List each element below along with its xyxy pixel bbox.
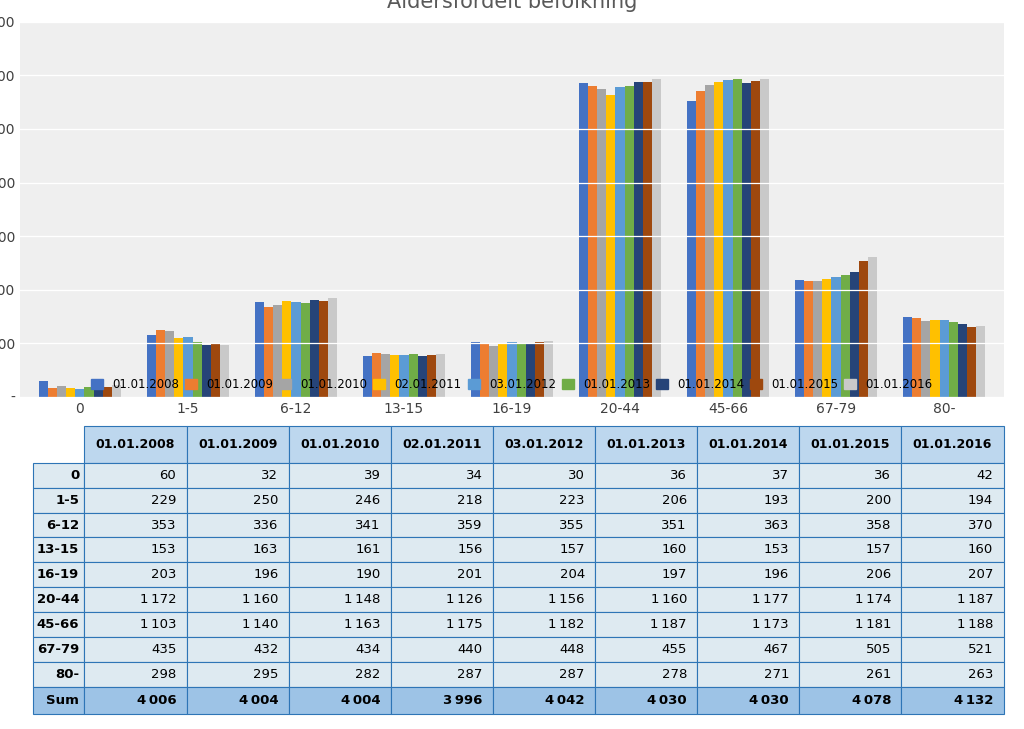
Bar	[211, 343, 220, 397]
Bar	[696, 91, 706, 397]
Bar	[859, 262, 868, 397]
Bar	[471, 343, 480, 397]
Bar	[831, 277, 841, 397]
Bar	[255, 303, 264, 397]
Bar	[732, 79, 741, 397]
Bar	[381, 354, 390, 397]
Bar	[903, 317, 912, 397]
Bar	[912, 318, 922, 397]
Bar	[516, 344, 525, 397]
Bar	[328, 297, 337, 397]
Bar	[606, 95, 615, 397]
Bar	[957, 324, 967, 397]
Bar	[39, 381, 48, 397]
Bar	[399, 355, 409, 397]
Bar	[922, 321, 931, 397]
Bar	[156, 330, 165, 397]
Bar	[112, 386, 121, 397]
Bar	[85, 387, 93, 397]
Bar	[362, 356, 372, 397]
Bar	[715, 82, 724, 397]
Bar	[588, 86, 597, 397]
Bar	[706, 85, 715, 397]
Bar	[93, 387, 102, 397]
Bar	[499, 343, 508, 397]
Bar	[436, 354, 445, 397]
Bar	[822, 279, 831, 397]
Bar	[724, 80, 732, 397]
Bar	[625, 86, 634, 397]
Bar	[741, 82, 751, 397]
Bar	[652, 79, 662, 397]
Bar	[102, 387, 112, 397]
Bar	[813, 281, 822, 397]
Bar	[948, 322, 957, 397]
Bar	[57, 386, 67, 397]
Bar	[273, 305, 283, 397]
Title: Aldersfordelt befolkning: Aldersfordelt befolkning	[387, 0, 637, 12]
Bar	[220, 345, 229, 397]
Bar	[795, 280, 804, 397]
Bar	[292, 302, 300, 397]
Bar	[76, 389, 85, 397]
Bar	[300, 303, 309, 397]
Bar	[372, 353, 381, 397]
Bar	[283, 300, 292, 397]
Bar	[489, 346, 499, 397]
Bar	[760, 79, 769, 397]
Bar	[579, 83, 588, 397]
Legend: 01.01.2008, 01.01.2009, 01.01.2010, 02.01.2011, 03.01.2012, 01.01.2013, 01.01.20: 01.01.2008, 01.01.2009, 01.01.2010, 02.0…	[91, 378, 933, 391]
Bar	[841, 275, 850, 397]
Bar	[643, 82, 652, 397]
Bar	[804, 281, 813, 397]
Bar	[409, 354, 418, 397]
Bar	[193, 342, 202, 397]
Bar	[480, 344, 489, 397]
Bar	[931, 320, 939, 397]
Bar	[183, 337, 193, 397]
Bar	[751, 80, 760, 397]
Bar	[418, 356, 427, 397]
Bar	[174, 338, 183, 397]
Bar	[615, 87, 625, 397]
Bar	[597, 90, 606, 397]
Bar	[146, 335, 156, 397]
Bar	[967, 327, 976, 397]
Bar	[634, 82, 643, 397]
Bar	[508, 342, 516, 397]
Bar	[535, 342, 544, 397]
Bar	[67, 388, 76, 397]
Bar	[318, 301, 328, 397]
Bar	[202, 345, 211, 397]
Bar	[525, 344, 535, 397]
Bar	[939, 320, 948, 397]
Bar	[264, 307, 273, 397]
Bar	[165, 331, 174, 397]
Bar	[687, 101, 696, 397]
Bar	[309, 300, 318, 397]
Bar	[850, 272, 859, 397]
Bar	[976, 327, 985, 397]
Bar	[48, 388, 57, 397]
Bar	[427, 355, 436, 397]
Bar	[544, 341, 553, 397]
Bar	[390, 355, 399, 397]
Bar	[868, 257, 878, 397]
